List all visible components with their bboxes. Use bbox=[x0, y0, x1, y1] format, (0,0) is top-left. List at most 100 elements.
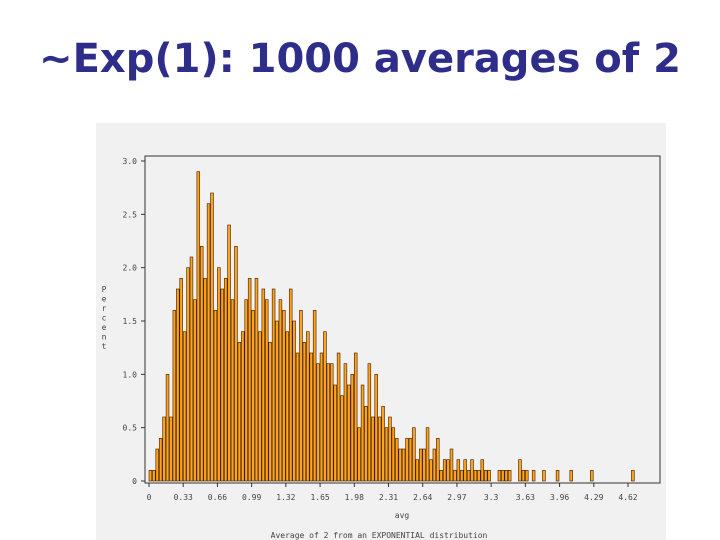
histogram-bar bbox=[278, 299, 283, 482]
histogram-bar bbox=[353, 352, 358, 482]
x-tick-label: 2.64 bbox=[413, 493, 432, 502]
histogram-bar bbox=[326, 363, 331, 482]
histogram-bar bbox=[176, 288, 180, 482]
y-tick-label: 1.0 bbox=[123, 370, 138, 379]
histogram-bar bbox=[590, 470, 594, 482]
histogram-bar bbox=[155, 448, 159, 482]
histogram-bar bbox=[442, 459, 447, 482]
histogram-bar bbox=[412, 427, 416, 482]
histogram-bar bbox=[367, 363, 372, 482]
slide-title: ~Exp(1): 1000 averages of 2 bbox=[39, 36, 681, 82]
histogram-bar bbox=[172, 310, 177, 482]
histogram-bar bbox=[436, 438, 440, 482]
plot-frame bbox=[144, 155, 661, 484]
histogram-bar bbox=[292, 320, 296, 482]
x-tick-label: 3.3 bbox=[484, 493, 499, 502]
histogram-bar bbox=[206, 203, 211, 482]
histogram-bar bbox=[405, 438, 409, 482]
y-tick-label: 3.0 bbox=[123, 157, 138, 166]
histogram-bar bbox=[148, 470, 153, 482]
histogram-bar bbox=[254, 278, 259, 482]
histogram-bar bbox=[275, 320, 279, 482]
histogram-bar bbox=[470, 459, 474, 482]
histogram-bar bbox=[395, 438, 399, 482]
histogram-bar bbox=[415, 459, 419, 482]
histogram-bar bbox=[282, 310, 286, 482]
histogram-bar bbox=[182, 331, 187, 482]
histogram-bar bbox=[247, 278, 252, 482]
histogram-bar bbox=[241, 331, 245, 482]
histogram-bar bbox=[158, 438, 163, 482]
histogram-bar bbox=[244, 299, 248, 482]
histogram-bar bbox=[196, 171, 201, 482]
histogram-bar bbox=[377, 416, 382, 482]
x-tick-label: 2.97 bbox=[447, 493, 466, 502]
histogram-bar bbox=[217, 267, 221, 482]
histogram-bar bbox=[258, 331, 262, 482]
histogram-bar bbox=[261, 288, 266, 482]
histogram-bar bbox=[323, 331, 327, 482]
histogram-panel: 0 0.5 1.0 1.5 2.0 2.5 3.0 0 0.33 0.66 0.99 1.32 1.6… bbox=[96, 123, 666, 540]
histogram-bar bbox=[210, 192, 214, 482]
histogram-bar bbox=[357, 427, 361, 482]
x-tick-label: 1.65 bbox=[310, 493, 329, 502]
histogram-bar bbox=[302, 342, 307, 482]
histogram-bar bbox=[285, 331, 289, 482]
histogram-bar bbox=[391, 427, 396, 482]
histogram-bar bbox=[162, 416, 166, 482]
chart-footnote: Average of 2 from an EXPONENTIAL distrib… bbox=[271, 531, 488, 540]
histogram-bar bbox=[487, 470, 491, 482]
histogram-bar bbox=[398, 448, 402, 482]
histogram-bar bbox=[439, 470, 443, 482]
histogram-bar bbox=[333, 384, 337, 482]
histogram-bar bbox=[480, 459, 485, 482]
histogram-bar bbox=[418, 448, 423, 482]
histogram-bar bbox=[364, 406, 368, 482]
histogram-chart: 0 0.5 1.0 1.5 2.0 2.5 3.0 0 0.33 0.66 0.99 1.32 1.6… bbox=[102, 155, 661, 540]
histogram-bar bbox=[408, 438, 413, 482]
histogram-bar bbox=[200, 246, 204, 482]
histogram-bar bbox=[360, 384, 365, 482]
y-tick-label: 1.5 bbox=[123, 317, 138, 326]
x-tick-label: 1.32 bbox=[276, 493, 295, 502]
histogram-bar bbox=[449, 448, 454, 482]
histogram-bar bbox=[309, 352, 313, 482]
histogram-bar bbox=[555, 470, 560, 482]
histogram-bar bbox=[631, 470, 635, 482]
histogram-bar bbox=[343, 363, 348, 482]
histogram-bar bbox=[271, 288, 276, 482]
y-axis-ticks: 0 0.5 1.0 1.5 2.0 2.5 3.0 bbox=[123, 157, 145, 486]
x-tick-label: 4.29 bbox=[584, 493, 603, 502]
histogram-bar bbox=[381, 406, 385, 482]
histogram-bar bbox=[388, 416, 392, 482]
histogram-bar bbox=[384, 427, 389, 482]
histogram-bar bbox=[542, 470, 546, 482]
histogram-bar bbox=[497, 470, 502, 482]
y-tick-label: 2.5 bbox=[123, 210, 138, 219]
histogram-bar bbox=[350, 374, 354, 482]
x-tick-label: 0.99 bbox=[242, 493, 261, 502]
histogram-bar bbox=[288, 288, 293, 482]
histogram-bar bbox=[347, 384, 351, 482]
histogram-bar bbox=[220, 288, 224, 482]
x-tick-label: 1.98 bbox=[345, 493, 364, 502]
x-tick-label: 2.31 bbox=[379, 493, 398, 502]
histogram-bar bbox=[213, 310, 218, 482]
histogram-bar bbox=[425, 427, 430, 482]
histogram-bar bbox=[295, 352, 300, 482]
x-axis-title: avg bbox=[395, 511, 410, 520]
histogram-bar bbox=[518, 459, 522, 482]
histogram-bar bbox=[237, 342, 242, 482]
histogram-bar bbox=[525, 470, 529, 482]
histogram-bar bbox=[531, 470, 536, 482]
histogram-bar bbox=[268, 342, 272, 482]
histogram-bar bbox=[401, 448, 406, 482]
histogram-bar bbox=[483, 470, 488, 482]
histogram-bar bbox=[227, 224, 231, 482]
histogram-bar bbox=[466, 470, 471, 482]
histogram-bar bbox=[152, 470, 156, 482]
histogram-bar bbox=[340, 395, 344, 482]
histogram-bar bbox=[186, 267, 190, 482]
histogram-bar bbox=[251, 310, 255, 482]
